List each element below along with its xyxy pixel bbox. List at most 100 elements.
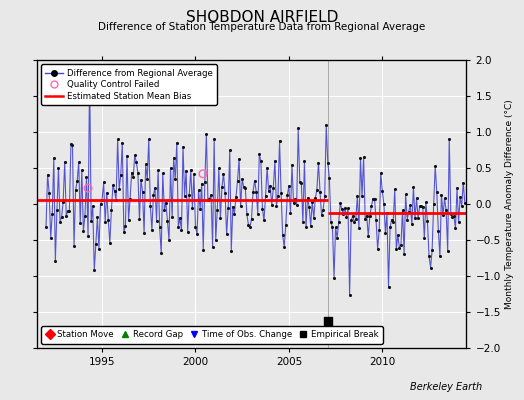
Point (163, 218, 172, 224)
Point (62, 212, 70, 219)
Point (82, 174, 91, 180)
Point (277, 189, 285, 196)
Point (272, 202, 281, 209)
Point (359, 154, 368, 160)
Point (311, 195, 320, 201)
Point (428, 247, 436, 254)
Point (156, 224, 164, 230)
Point (274, 193, 282, 199)
Point (314, 159, 323, 166)
Point (127, 170, 136, 176)
Point (310, 215, 318, 222)
Point (370, 196, 379, 202)
Point (179, 144, 187, 150)
Point (433, 189, 441, 196)
Point (299, 219, 307, 226)
Point (316, 189, 324, 195)
Point (446, 210, 455, 217)
Point (160, 207, 169, 213)
Point (84, 185, 92, 191)
Point (344, 205, 352, 212)
Text: Berkeley Earth: Berkeley Earth (410, 382, 482, 392)
Point (302, 224, 310, 230)
Legend: Station Move, Record Gap, Time of Obs. Change, Empirical Break: Station Move, Record Gap, Time of Obs. C… (41, 326, 383, 344)
Point (221, 190, 229, 196)
Point (196, 206, 204, 212)
Point (454, 219, 463, 226)
Point (341, 205, 349, 212)
Point (207, 192, 215, 198)
Point (406, 202, 414, 208)
Point (283, 192, 291, 199)
Point (263, 164, 271, 171)
Point (193, 231, 201, 237)
Point (303, 194, 312, 201)
Point (98, 196, 106, 203)
Point (281, 222, 290, 228)
Point (352, 216, 360, 222)
Point (54, 164, 63, 171)
Point (183, 228, 192, 235)
Point (89, 203, 97, 209)
Point (308, 198, 316, 205)
Point (168, 214, 176, 220)
Text: Difference of Station Temperature Data from Regional Average: Difference of Station Temperature Data f… (99, 22, 425, 32)
Point (389, 219, 397, 226)
Point (353, 192, 362, 199)
Point (258, 206, 267, 212)
Point (285, 182, 293, 189)
Point (84, 232, 92, 239)
Point (398, 207, 407, 214)
Point (130, 152, 139, 159)
Y-axis label: Monthly Temperature Anomaly Difference (°C): Monthly Temperature Anomaly Difference (… (505, 99, 514, 309)
Point (367, 203, 376, 210)
Point (321, 193, 329, 199)
Point (271, 158, 279, 164)
Point (384, 284, 392, 290)
Point (126, 196, 134, 202)
Point (363, 212, 371, 219)
Point (461, 200, 469, 206)
Point (74, 159, 83, 165)
Point (121, 223, 129, 229)
Point (324, 318, 332, 324)
Point (162, 200, 170, 206)
Point (225, 147, 234, 154)
Point (107, 206, 116, 213)
Point (63, 208, 72, 214)
Point (241, 184, 249, 191)
Point (453, 185, 461, 192)
Point (364, 233, 373, 240)
Point (403, 216, 411, 223)
Point (252, 188, 260, 195)
Point (322, 122, 331, 128)
Point (232, 194, 240, 200)
Point (90, 267, 99, 274)
Point (92, 241, 100, 248)
Point (254, 210, 262, 217)
Point (180, 192, 189, 199)
Point (143, 176, 151, 182)
Point (247, 216, 256, 222)
Point (358, 193, 366, 199)
Point (134, 170, 142, 176)
Point (233, 178, 242, 184)
Point (194, 187, 203, 193)
Point (307, 223, 315, 229)
Point (141, 161, 150, 167)
Point (104, 217, 113, 223)
Text: SHOBDON AIRFIELD: SHOBDON AIRFIELD (186, 10, 338, 25)
Point (167, 165, 175, 171)
Point (437, 192, 445, 198)
Point (459, 180, 467, 186)
Point (342, 213, 351, 220)
Point (440, 195, 449, 202)
Point (43, 171, 52, 178)
Point (124, 216, 133, 223)
Point (205, 196, 214, 202)
Point (319, 206, 328, 213)
Point (420, 235, 429, 241)
Point (218, 184, 226, 190)
Point (60, 159, 69, 165)
Point (331, 224, 340, 230)
